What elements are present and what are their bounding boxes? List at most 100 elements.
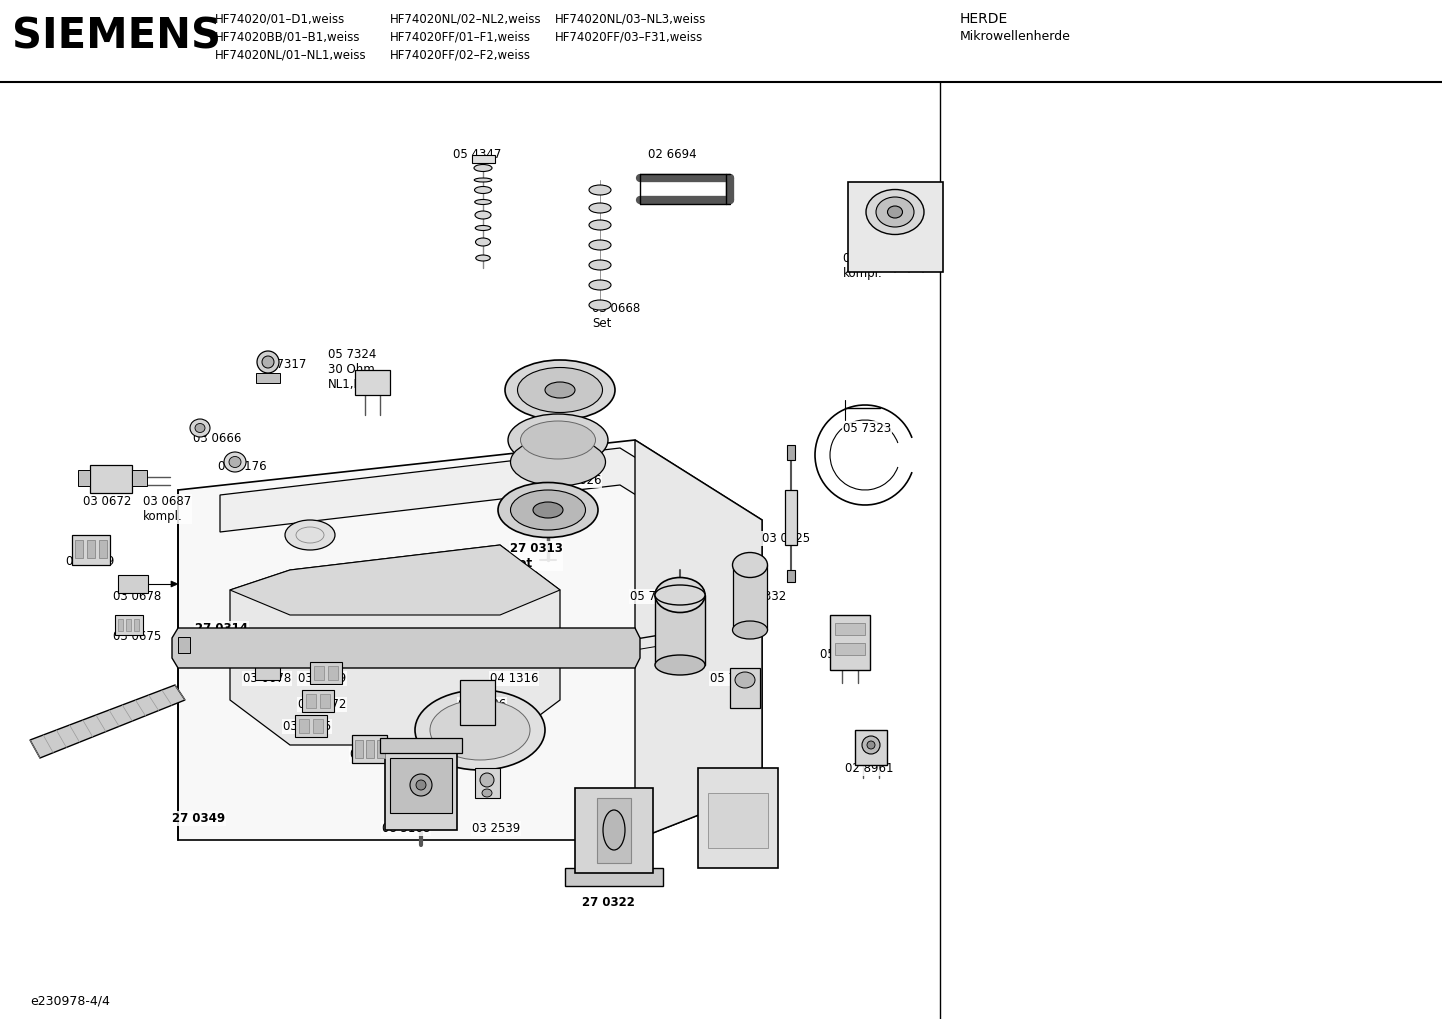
Text: 03 0686
kompl.: 03 0686 kompl.: [459, 698, 506, 726]
Bar: [848, 182, 943, 272]
Ellipse shape: [474, 200, 492, 205]
Bar: [787, 445, 795, 460]
Text: 05 4347: 05 4347: [453, 148, 502, 161]
Ellipse shape: [733, 552, 767, 578]
Bar: [78, 470, 89, 486]
Ellipse shape: [508, 414, 609, 466]
Text: 05 7332: 05 7332: [738, 590, 786, 603]
Bar: [320, 694, 330, 708]
Bar: [575, 788, 653, 873]
Text: 04 1316: 04 1316: [490, 672, 538, 685]
Text: 02 8961: 02 8961: [845, 762, 894, 775]
Ellipse shape: [588, 203, 611, 213]
Ellipse shape: [190, 419, 211, 437]
Bar: [385, 750, 457, 830]
Text: HF74020FF/01–F1,weiss: HF74020FF/01–F1,weiss: [389, 30, 531, 43]
Bar: [118, 619, 123, 631]
Text: 05 7323: 05 7323: [844, 422, 891, 435]
Bar: [134, 619, 138, 631]
Polygon shape: [30, 685, 185, 758]
Text: e230978-4/4: e230978-4/4: [30, 995, 110, 1008]
Ellipse shape: [476, 238, 490, 246]
Text: 03 0678: 03 0678: [244, 672, 291, 685]
Bar: [352, 735, 386, 763]
Bar: [376, 740, 385, 758]
Ellipse shape: [603, 810, 624, 850]
Bar: [474, 768, 500, 798]
Bar: [381, 738, 461, 753]
Text: HF74020NL/01–NL1,weiss: HF74020NL/01–NL1,weiss: [215, 48, 366, 61]
Text: 05 7324
30 Ohm
NL1,F1: 05 7324 30 Ohm NL1,F1: [327, 348, 376, 391]
Bar: [99, 540, 107, 558]
Bar: [125, 619, 131, 631]
Bar: [296, 715, 327, 737]
Text: 03 0675: 03 0675: [283, 720, 332, 733]
Ellipse shape: [867, 741, 875, 749]
Text: HF74020FF/03–F31,weiss: HF74020FF/03–F31,weiss: [555, 30, 704, 43]
Ellipse shape: [415, 690, 545, 770]
Ellipse shape: [887, 206, 903, 218]
Text: HERDE: HERDE: [960, 12, 1008, 26]
Ellipse shape: [588, 300, 611, 310]
Text: 05 7330: 05 7330: [707, 852, 756, 865]
Ellipse shape: [655, 585, 705, 605]
Ellipse shape: [733, 621, 767, 639]
Ellipse shape: [224, 452, 247, 472]
Ellipse shape: [588, 220, 611, 230]
Bar: [314, 666, 324, 680]
Bar: [298, 719, 309, 733]
Bar: [733, 565, 767, 630]
Ellipse shape: [480, 773, 495, 787]
Text: 03 0689: 03 0689: [298, 672, 346, 685]
Bar: [835, 643, 865, 655]
Polygon shape: [172, 581, 177, 587]
Bar: [366, 740, 373, 758]
Bar: [708, 793, 769, 848]
Polygon shape: [172, 628, 640, 668]
Text: 05 7317: 05 7317: [258, 358, 306, 371]
Ellipse shape: [867, 190, 924, 234]
Ellipse shape: [655, 578, 705, 612]
Ellipse shape: [229, 457, 241, 468]
Bar: [327, 666, 337, 680]
Text: SIEMENS: SIEMENS: [12, 15, 221, 57]
Bar: [389, 758, 451, 813]
Bar: [72, 535, 110, 565]
Text: 27 0349: 27 0349: [172, 812, 225, 825]
Bar: [855, 730, 887, 765]
Text: HF74020NL/03–NL3,weiss: HF74020NL/03–NL3,weiss: [555, 12, 707, 25]
Ellipse shape: [474, 211, 490, 219]
Text: 03 0672: 03 0672: [84, 495, 131, 508]
Bar: [306, 694, 316, 708]
Text: 27 0314: 27 0314: [195, 622, 248, 635]
Ellipse shape: [735, 672, 756, 688]
Ellipse shape: [505, 360, 614, 420]
Bar: [115, 615, 143, 635]
Ellipse shape: [474, 186, 492, 194]
Text: 05 7319: 05 7319: [350, 748, 398, 761]
Ellipse shape: [588, 260, 611, 270]
Bar: [89, 465, 133, 493]
Bar: [355, 740, 363, 758]
Ellipse shape: [410, 774, 433, 796]
Ellipse shape: [476, 255, 490, 261]
Bar: [565, 868, 663, 886]
Polygon shape: [177, 635, 634, 655]
Text: 03 0666: 03 0666: [193, 432, 241, 445]
Bar: [355, 370, 389, 395]
Bar: [87, 540, 95, 558]
Bar: [460, 680, 495, 725]
Text: HF74020NL/02–NL2,weiss: HF74020NL/02–NL2,weiss: [389, 12, 542, 25]
Text: 08 6627: 08 6627: [552, 390, 601, 403]
Ellipse shape: [497, 483, 598, 537]
Ellipse shape: [474, 178, 492, 182]
Ellipse shape: [262, 356, 274, 368]
Text: 03 0687
kompl.: 03 0687 kompl.: [143, 495, 192, 523]
Polygon shape: [231, 545, 559, 745]
Text: 05 7331: 05 7331: [709, 672, 758, 685]
Polygon shape: [231, 545, 559, 615]
Ellipse shape: [588, 240, 611, 250]
Bar: [255, 665, 280, 680]
Ellipse shape: [588, 280, 611, 290]
Polygon shape: [634, 440, 761, 840]
